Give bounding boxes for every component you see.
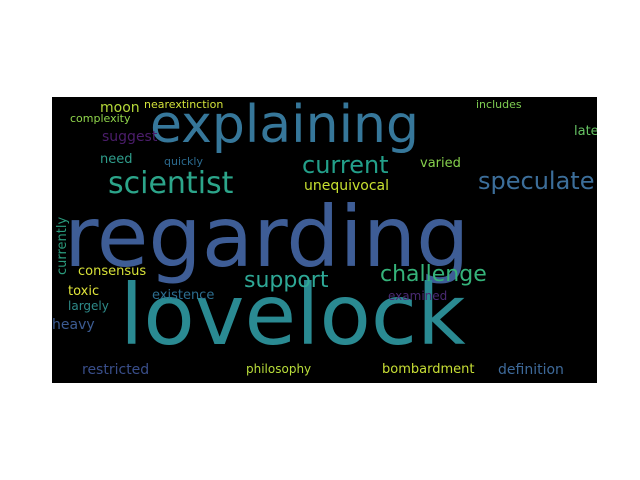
word-complexity: complexity (70, 112, 131, 125)
word-bombardment: bombardment (382, 362, 475, 377)
word-cloud: regarding lovelock explaining scientist spec… (52, 97, 597, 383)
word-challenge: challenge (380, 262, 487, 287)
word-explaining: explaining (150, 97, 419, 155)
word-restricted: restricted (82, 362, 150, 378)
word-currently: currently (55, 216, 70, 275)
word-toxic: toxic (68, 284, 100, 299)
word-includes: includes (476, 98, 522, 111)
word-largely: largely (68, 299, 109, 313)
word-consensus: consensus (78, 264, 147, 279)
word-philosophy: philosophy (246, 362, 312, 376)
word-current: current (302, 151, 389, 179)
word-scientist: scientist (108, 166, 234, 201)
word-moon: moon (100, 100, 140, 116)
word-examined: examined (388, 289, 448, 303)
word-quickly: quickly (164, 155, 203, 168)
word-heavy: heavy (52, 317, 95, 333)
word-unequivocal: unequivocal (304, 178, 390, 194)
word-lovelock: lovelock (120, 266, 466, 364)
word-speculate: speculate (478, 167, 595, 195)
word-late: late (574, 124, 597, 139)
word-support: support (244, 268, 329, 293)
word-varied: varied (420, 156, 461, 171)
word-nearextinction: nearextinction (144, 98, 224, 111)
word-suggest: suggest (102, 129, 158, 145)
word-definition: definition (498, 362, 564, 378)
word-need: need (100, 152, 133, 167)
word-existence: existence (152, 288, 215, 303)
word-regarding: regarding (64, 188, 470, 286)
